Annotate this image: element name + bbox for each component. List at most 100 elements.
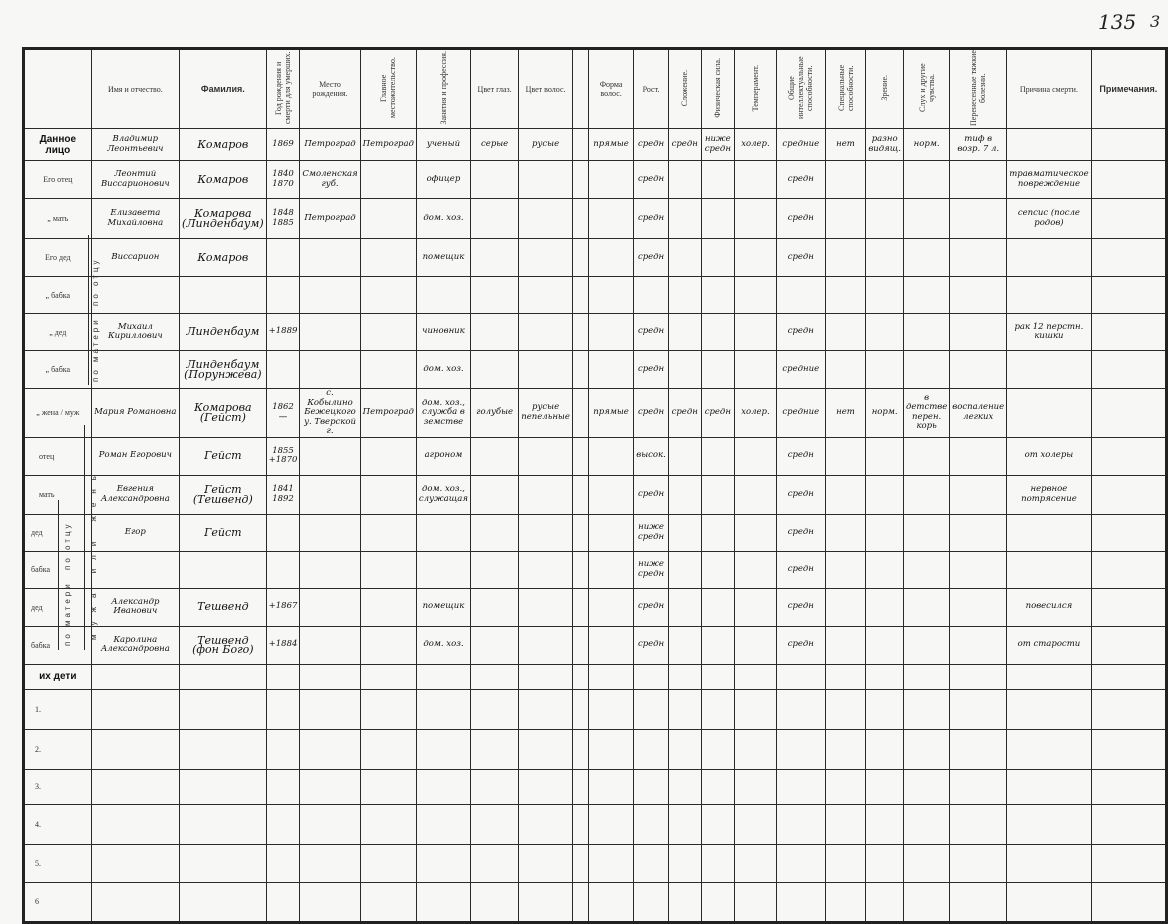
cell-temperament	[734, 587, 777, 627]
cell-blank	[571, 688, 589, 730]
table-row: „ мать Елизавета Михайловна Комарова (Линд…	[23, 198, 1168, 239]
cell-hair-color	[518, 663, 573, 690]
cell-special-abilities	[824, 276, 867, 314]
row-label: Его отец	[23, 160, 92, 199]
cell-name	[90, 803, 181, 845]
cell-name: Евгения Александровна	[90, 474, 181, 515]
cell-birthplace: Смоленская губ.	[299, 160, 361, 199]
header-eye-color: Цвет глаз.	[469, 48, 520, 129]
cell-birthplace	[299, 513, 361, 552]
row-label: 5.	[23, 843, 92, 883]
cell-years	[265, 276, 301, 314]
cell-height	[633, 688, 669, 730]
cell-height: средн	[633, 313, 669, 351]
cell-temperament	[734, 474, 777, 515]
table-row: „ дед Михаил Кириллович Линденбаум +1889 чин…	[23, 313, 1168, 351]
page-number-sub: 3	[1150, 12, 1161, 31]
cell-surname	[179, 663, 267, 690]
cell-vision	[865, 728, 904, 770]
cell-hair-form	[587, 728, 635, 770]
cell-special-abilities	[824, 350, 867, 389]
cell-blank	[571, 436, 589, 476]
cell-surname	[179, 803, 267, 845]
header-surname: Фамилия.	[179, 48, 267, 129]
table-row: 1.	[23, 688, 1168, 730]
side-label-maternal-lower: по матери	[63, 581, 72, 646]
cell-hair-color	[518, 198, 573, 239]
header-row: Имя и отчество. Фамилия. Год рождения и см…	[23, 48, 1168, 129]
cell-surname: Гейст (Тешвенд)	[179, 474, 267, 515]
cell-occupation: дом. хоз.	[415, 198, 471, 239]
cell-temperament	[734, 350, 777, 389]
cell-hair-form	[587, 550, 635, 589]
cell-residence	[359, 513, 417, 552]
row-label: „ бабка	[23, 276, 92, 314]
cell-birthplace	[299, 276, 361, 314]
cell-hair-color	[518, 728, 573, 770]
cell-eye-color	[469, 663, 520, 690]
cell-diseases	[949, 238, 1008, 277]
header-label: Имя и отчество.	[107, 84, 163, 94]
table-row: 5.	[23, 843, 1168, 883]
cell-temperament	[734, 238, 777, 277]
cell-height	[633, 803, 669, 845]
cell-build	[667, 313, 702, 351]
cell-years: 1862 —	[265, 388, 301, 438]
cell-blank	[571, 550, 589, 589]
cell-name	[90, 276, 181, 314]
cell-occupation	[415, 803, 471, 845]
cell-years	[265, 728, 301, 770]
cell-strength	[700, 313, 736, 351]
cell-notes	[1090, 474, 1168, 515]
cell-special-abilities	[824, 768, 867, 805]
header-label: Рост.	[642, 84, 660, 94]
cell-notes	[1090, 128, 1168, 161]
cell-surname	[179, 768, 267, 805]
cell-hair-color: русые	[518, 128, 573, 161]
row-label: „ дед	[23, 313, 92, 351]
cell-blank	[571, 513, 589, 552]
cell-intellect: средн	[775, 238, 826, 277]
cell-hair-form	[587, 843, 635, 883]
cell-temperament	[734, 881, 777, 923]
cell-notes	[1090, 768, 1168, 805]
cell-notes	[1090, 881, 1168, 923]
cell-diseases	[949, 276, 1008, 314]
cell-vision	[865, 350, 904, 389]
cell-birthplace: Петроград	[299, 128, 361, 161]
cell-hair-color	[518, 843, 573, 883]
cell-vision	[865, 881, 904, 923]
cell-vision	[865, 688, 904, 730]
cell-strength	[700, 625, 736, 665]
cell-intellect	[775, 768, 826, 805]
cell-surname: Комаров	[179, 160, 267, 199]
header-label	[23, 48, 92, 129]
cell-residence	[359, 663, 417, 690]
cell-diseases: воспаление легких	[949, 388, 1008, 438]
table-row: „ бабка Линденбаум (Порунжева) дом. хоз. ср…	[23, 350, 1168, 389]
cell-occupation: дом. хоз.	[415, 625, 471, 665]
cell-vision	[865, 625, 904, 665]
row-label: Данное лицо	[23, 128, 92, 161]
side-label-spouse: мужа или жены	[89, 465, 98, 641]
cell-height	[633, 663, 669, 690]
cell-cause-of-death: повесился	[1006, 587, 1092, 627]
header-label: Причина смерти.	[1019, 84, 1078, 94]
table-row: мать Евгения Александровна Гейст (Тешвенд)…	[23, 474, 1168, 515]
cell-build	[667, 550, 702, 589]
cell-temperament	[734, 688, 777, 730]
cell-blank	[571, 474, 589, 515]
cell-birthplace	[299, 688, 361, 730]
cell-years	[265, 513, 301, 552]
cell-cause-of-death	[1006, 688, 1092, 730]
cell-diseases	[949, 881, 1008, 923]
cell-notes	[1090, 276, 1168, 314]
cell-special-abilities	[824, 688, 867, 730]
header-name: Имя и отчество.	[90, 48, 181, 129]
cell-diseases	[949, 550, 1008, 589]
cell-build	[667, 688, 702, 730]
cell-hair-color	[518, 625, 573, 665]
cell-residence	[359, 550, 417, 589]
cell-eye-color	[469, 474, 520, 515]
cell-height: средн	[633, 474, 669, 515]
